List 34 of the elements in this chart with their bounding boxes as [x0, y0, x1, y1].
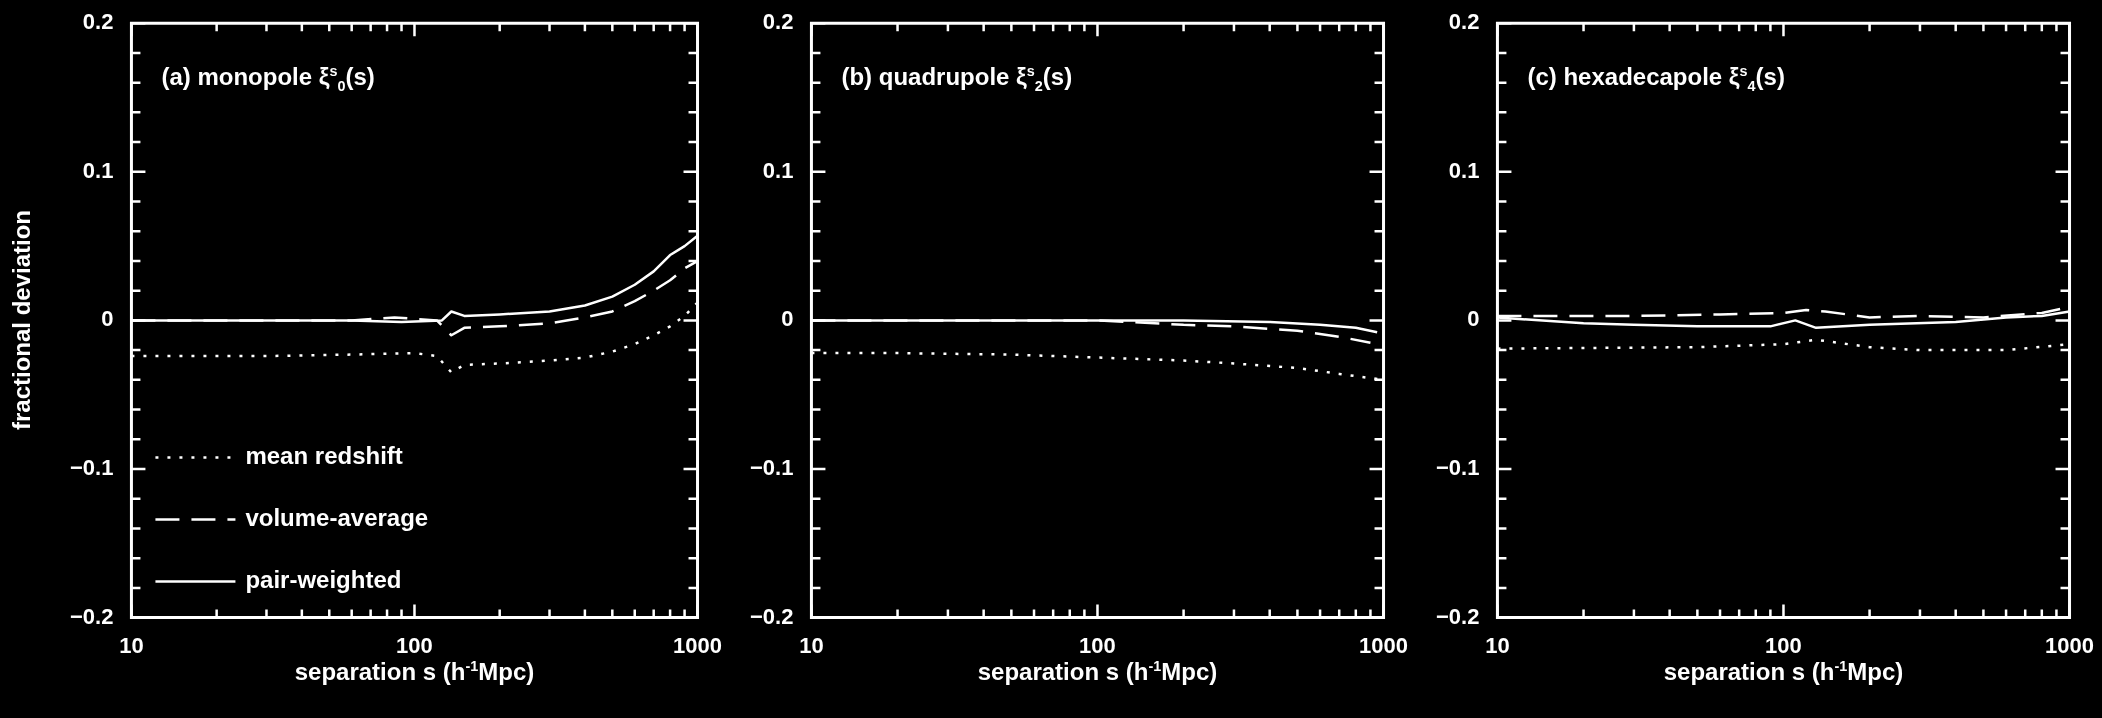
- y-tick-label: −0.2: [69, 603, 114, 629]
- x-tick-label: 100: [396, 632, 433, 658]
- y-tick-label: 0: [781, 306, 794, 332]
- legend-label: pair-weighted: [245, 566, 402, 594]
- x-tick-label: 1000: [2045, 632, 2095, 658]
- y-tick-label: −0.1: [1435, 455, 1480, 481]
- y-tick-label: 0: [1467, 306, 1480, 332]
- y-tick-label: −0.1: [749, 455, 794, 481]
- text: (b) quadrupole ξ$^{s}$$_{2}$(s): [841, 63, 1073, 94]
- x-tick-label: 10: [119, 632, 144, 658]
- y-tick-label: 0.2: [82, 9, 114, 35]
- x-axis-title: separation s (h$^{-1}$Mpc): [977, 657, 1218, 686]
- x-tick-label: 1000: [1359, 632, 1409, 658]
- x-axis-title: separation s (h$^{-1}$Mpc): [294, 657, 535, 686]
- y-tick-label: 0.1: [1448, 157, 1480, 183]
- y-tick-label: 0: [101, 306, 114, 332]
- legend-label: volume-average: [245, 504, 429, 532]
- y-tick-label: −0.1: [69, 455, 114, 481]
- x-tick-label: 10: [799, 632, 824, 658]
- y-tick-label: −0.2: [749, 603, 794, 629]
- x-tick-label: 1000: [673, 632, 723, 658]
- y-axis-title: fractional deviation: [8, 210, 36, 431]
- x-axis-title: separation s (h$^{-1}$Mpc): [1663, 657, 1904, 686]
- x-tick-label: 100: [1079, 632, 1116, 658]
- text: (c) hexadecapole ξ$^{s}$$_{4}$(s): [1527, 63, 1785, 94]
- legend-label: mean redshift: [245, 442, 403, 470]
- y-tick-label: 0.1: [762, 157, 794, 183]
- x-tick-label: 100: [1765, 632, 1802, 658]
- y-tick-label: −0.2: [1435, 603, 1480, 629]
- text: (a) monopole ξ$^{s}$$_{0}$(s): [161, 63, 375, 94]
- y-tick-label: 0.2: [762, 9, 794, 35]
- x-tick-label: 10: [1485, 632, 1510, 658]
- y-tick-label: 0.2: [1448, 9, 1480, 35]
- y-tick-label: 0.1: [82, 157, 114, 183]
